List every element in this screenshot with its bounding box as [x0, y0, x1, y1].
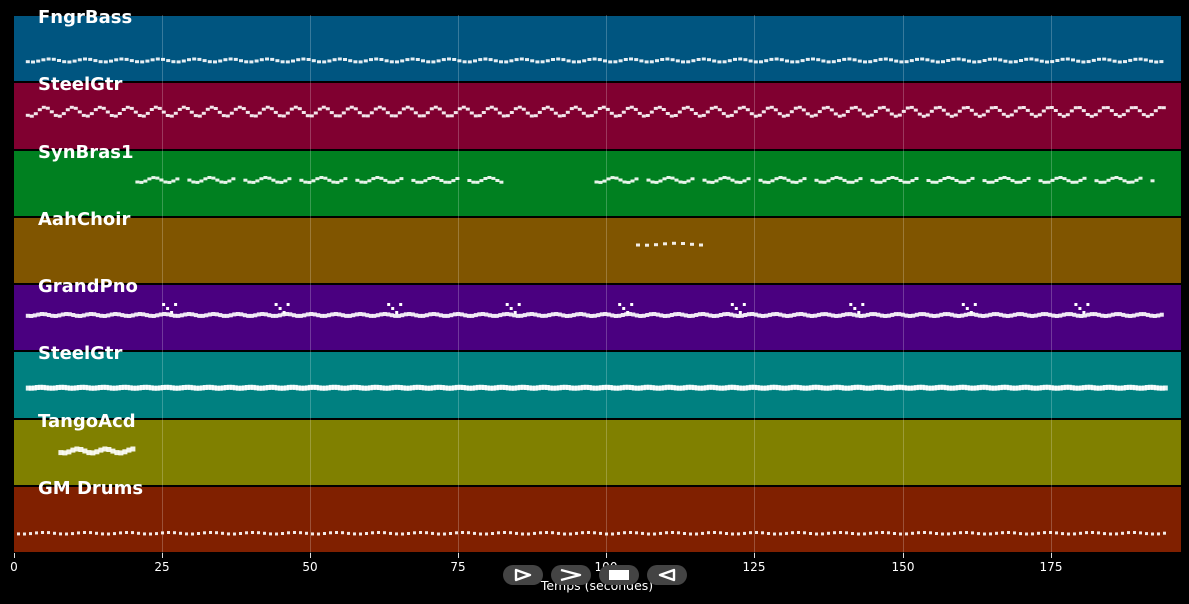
grid-line	[162, 15, 163, 553]
x-tick-label: 75	[450, 560, 466, 574]
grid-line	[310, 15, 311, 553]
track-lane	[14, 150, 1181, 216]
track-name: FngrBass	[38, 7, 133, 28]
play-button[interactable]	[503, 565, 543, 585]
x-tick	[754, 553, 755, 558]
x-tick	[606, 553, 607, 558]
play-icon	[514, 568, 532, 582]
track-lane	[14, 285, 1181, 351]
x-tick-label: 25	[154, 560, 170, 574]
track-lane	[14, 83, 1181, 149]
track-name: SynBras1	[38, 141, 134, 163]
rewind-button[interactable]	[647, 565, 687, 585]
grid-line	[458, 15, 459, 553]
x-tick-label: 50	[302, 560, 318, 574]
x-tick	[310, 553, 311, 558]
track-name: TangoAcd	[38, 410, 136, 432]
x-tick-label: 175	[1039, 560, 1063, 574]
stop-button[interactable]	[599, 565, 639, 585]
track-name: SteelGtr	[38, 74, 123, 96]
stop-icon	[609, 570, 629, 580]
x-tick	[162, 553, 163, 558]
grid-line	[754, 15, 755, 553]
x-tick	[458, 553, 459, 558]
x-tick	[1051, 553, 1052, 558]
x-tick-label: 150	[891, 560, 915, 574]
x-tick-label: 0	[10, 560, 18, 574]
track-name: SteelGtr	[38, 343, 123, 365]
x-tick-label: 125	[742, 560, 766, 574]
track-name: GrandPno	[38, 276, 138, 297]
grid-line	[606, 15, 607, 553]
track-lane	[14, 419, 1181, 485]
grid-line	[1051, 15, 1052, 553]
rewind-icon	[658, 568, 676, 582]
track-lane	[14, 16, 1181, 82]
track-lane	[14, 486, 1181, 552]
track-name: GM Drums	[38, 477, 144, 499]
x-tick	[14, 553, 15, 558]
grid-line	[903, 15, 904, 553]
x-tick	[903, 553, 904, 558]
forward-icon	[560, 568, 582, 582]
forward-button[interactable]	[551, 565, 591, 585]
track-lane	[14, 352, 1181, 418]
track-name: AahChoir	[38, 208, 131, 230]
track-lane	[14, 217, 1181, 283]
